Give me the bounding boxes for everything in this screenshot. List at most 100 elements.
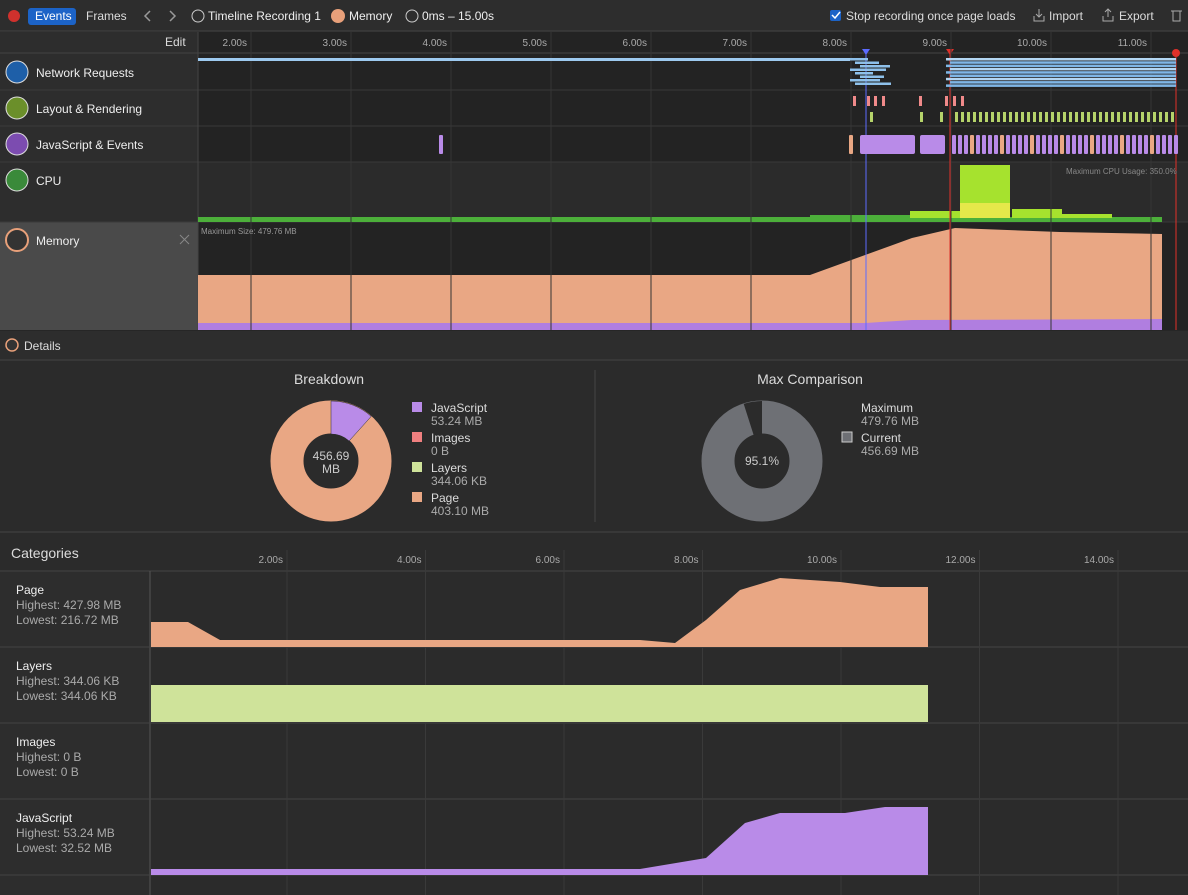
category-highest: Highest: 0 B <box>16 750 82 764</box>
legend-value: 53.24 MB <box>431 414 483 428</box>
checkbox[interactable] <box>830 10 841 21</box>
category-highest: Highest: 344.06 KB <box>16 674 120 688</box>
script-mark <box>1126 135 1130 154</box>
category-lowest: Lowest: 344.06 KB <box>16 689 117 703</box>
ruler-label: 2.00s <box>258 555 283 566</box>
track-name: JavaScript & Events <box>36 138 144 152</box>
legend-name: Images <box>431 431 471 445</box>
network-bar <box>850 79 880 82</box>
script-mark <box>1024 135 1028 154</box>
ruler-label: 4.00s <box>422 38 447 49</box>
paint-mark <box>1135 112 1138 122</box>
track-name: Network Requests <box>36 66 135 80</box>
category-name: JavaScript <box>16 811 73 825</box>
tab-active-bg[interactable] <box>28 8 76 25</box>
paint-mark <box>1003 112 1006 122</box>
breadcrumb: Memory <box>349 9 393 23</box>
legend-value: 0 B <box>431 444 450 458</box>
cpu-bar <box>810 215 910 218</box>
details-bar <box>0 331 1188 360</box>
network-bar <box>946 58 1176 61</box>
paint-mark <box>870 112 873 122</box>
paint-mark <box>967 112 970 122</box>
memory-icon <box>331 9 345 23</box>
ruler-label: 14.00s <box>1083 555 1114 566</box>
script-mark <box>1174 135 1178 154</box>
edit-button[interactable]: Edit <box>165 35 186 49</box>
donut-center: MB <box>322 462 340 476</box>
categories-title: Categories <box>11 545 79 561</box>
paint-mark <box>1141 112 1144 122</box>
paint-mark <box>997 112 1000 122</box>
network-bar <box>950 61 1176 64</box>
category-name: Layers <box>16 659 53 673</box>
network-bar <box>198 58 850 61</box>
script-mark <box>982 135 986 154</box>
network-bar <box>946 84 1176 87</box>
script-mark <box>439 135 443 154</box>
paint-mark <box>973 112 976 122</box>
nav-arrows[interactable] <box>143 10 177 22</box>
network-bar <box>855 61 879 64</box>
network-bar <box>950 74 1176 77</box>
paint-mark <box>1039 112 1042 122</box>
script-mark <box>1144 135 1148 154</box>
script-mark <box>920 135 945 154</box>
layout-mark <box>874 96 877 106</box>
category-name: Page <box>16 583 45 597</box>
ruler-label: 4.00s <box>397 555 422 566</box>
breakdown-js-slice <box>330 400 372 442</box>
layout-mark <box>961 96 964 106</box>
script-mark <box>1156 135 1160 154</box>
script-mark <box>1066 135 1070 154</box>
script-mark <box>976 135 980 154</box>
cpu-bar <box>1062 214 1112 218</box>
details-title: Details <box>24 339 61 353</box>
layout-mark <box>853 96 856 106</box>
toolbar-button[interactable]: Export <box>1119 9 1154 23</box>
record-button[interactable] <box>8 10 20 22</box>
paint-mark <box>1045 112 1048 122</box>
network-bar <box>946 71 1176 74</box>
close-icon[interactable] <box>179 234 190 245</box>
script-mark <box>1018 135 1022 154</box>
trash-icon[interactable] <box>1171 10 1182 22</box>
legend-name: Page <box>431 491 460 505</box>
tab[interactable]: Frames <box>86 9 127 23</box>
checkmark <box>831 11 841 20</box>
checkbox-label: Stop recording once page loads <box>846 9 1016 23</box>
max-comparison-gap <box>743 401 762 436</box>
layout-mark <box>919 96 922 106</box>
script-mark <box>958 135 962 154</box>
category-lowest: Lowest: 216.72 MB <box>16 613 119 627</box>
network-bar <box>860 65 890 68</box>
paint-mark <box>1057 112 1060 122</box>
ruler-label: 3.00s <box>322 38 347 49</box>
paint-mark <box>920 112 923 122</box>
breadcrumb: 0ms – 15.00s <box>422 9 495 23</box>
paint-mark <box>1117 112 1120 122</box>
ruler-label: 12.00s <box>945 555 976 566</box>
script-mark <box>1078 135 1082 154</box>
track-name: Layout & Rendering <box>36 102 143 116</box>
tab[interactable]: Events <box>35 9 72 23</box>
icon <box>5 96 29 120</box>
paint-mark <box>1129 112 1132 122</box>
export-icon <box>1102 8 1114 22</box>
network-bar <box>855 82 891 85</box>
donut-center: 95.1% <box>744 454 780 468</box>
toolbar-button[interactable]: Import <box>1049 9 1084 23</box>
script-mark <box>1060 135 1064 154</box>
legend-swatch <box>412 432 422 442</box>
paint-mark <box>1147 112 1150 122</box>
blue-marker-head <box>862 49 870 55</box>
paint-mark <box>1099 112 1102 122</box>
script-mark <box>1054 135 1058 154</box>
category-name: Images <box>16 735 56 749</box>
paint-mark <box>1087 112 1090 122</box>
paint-mark <box>1021 112 1024 122</box>
layout-mark <box>867 96 870 106</box>
paint-mark <box>1093 112 1096 122</box>
script-mark <box>1036 135 1040 154</box>
